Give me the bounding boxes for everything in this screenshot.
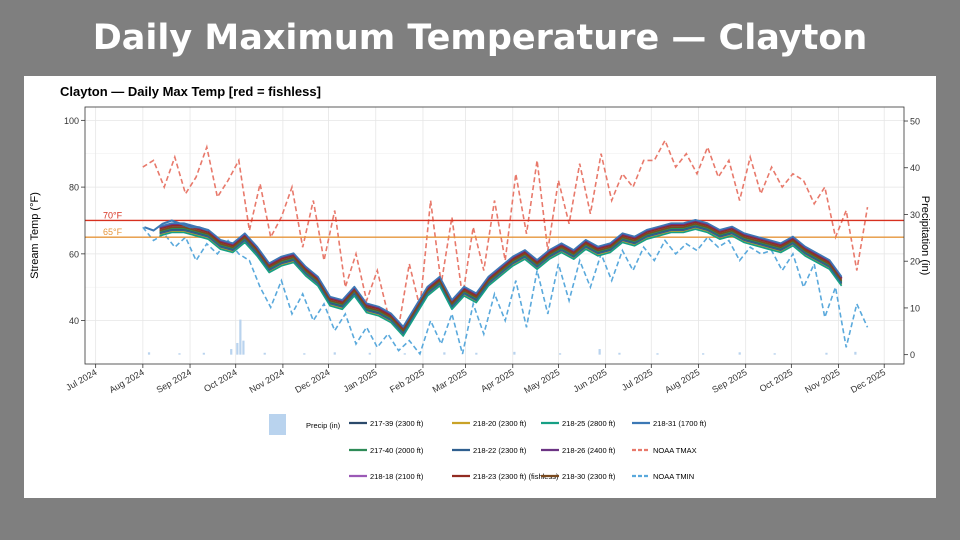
precip-bar bbox=[333, 352, 336, 355]
stream-layer bbox=[144, 219, 843, 337]
precip-bar bbox=[558, 353, 562, 355]
precip-bar bbox=[202, 352, 205, 355]
y-tick-label: 100 bbox=[64, 116, 79, 126]
precip-bar bbox=[825, 352, 828, 355]
precip-bar bbox=[738, 352, 741, 355]
stream-line bbox=[159, 223, 843, 332]
legend-label: 218-30 (2300 ft) bbox=[562, 472, 616, 481]
legend-label: 218-31 (1700 ft) bbox=[653, 419, 707, 428]
threshold-label: 70°F bbox=[103, 210, 123, 220]
x-tick-label: Apr 2025 bbox=[479, 367, 516, 394]
legend-label: Precip (in) bbox=[306, 421, 341, 430]
legend-swatch-precip bbox=[269, 414, 286, 435]
precip-bar bbox=[475, 352, 478, 355]
stream-line bbox=[159, 226, 843, 335]
legend-layer: Precip (in) 217-39 (2300 ft) 217-40 (2000 … bbox=[269, 414, 707, 481]
precip-bar bbox=[513, 351, 516, 355]
x-tick-label: Oct 2024 bbox=[202, 367, 239, 394]
stream-line bbox=[159, 224, 843, 333]
x-tick-label: Jan 2025 bbox=[342, 367, 379, 394]
x-tick-label: Feb 2025 bbox=[388, 367, 426, 395]
temperature-chart: 70°F 65°F 40 60 80 100 0 10 20 30 40 50 Jul 2024 Aug… bbox=[29, 106, 931, 481]
x-tick-label: Oct 2025 bbox=[758, 367, 795, 394]
precip-bar bbox=[178, 353, 181, 355]
legend-label: 218-22 (2300 ft) bbox=[473, 446, 527, 455]
y2-tick-label: 30 bbox=[910, 210, 920, 220]
y-tick-label: 40 bbox=[69, 316, 79, 326]
legend-label: 218-26 (2400 ft) bbox=[562, 446, 616, 455]
stream-line-solo bbox=[144, 219, 209, 232]
precip-bar bbox=[656, 353, 659, 355]
x-tick-label: Jul 2024 bbox=[64, 367, 98, 393]
precip-bar bbox=[236, 342, 239, 355]
legend-label: 218-18 (2100 ft) bbox=[370, 472, 424, 481]
x-tick-label: Aug 2025 bbox=[663, 367, 701, 395]
y2-tick-label: 40 bbox=[910, 163, 920, 173]
precip-bar bbox=[230, 349, 233, 355]
legend-label: 217-39 (2300 ft) bbox=[370, 419, 424, 428]
x-tick-label: Dec 2024 bbox=[293, 367, 331, 395]
x-tick-label: Sep 2025 bbox=[710, 367, 748, 395]
chart-panel: 70°F 65°F 40 60 80 100 0 10 20 30 40 50 Jul 2024 Aug… bbox=[24, 76, 936, 498]
stream-line bbox=[159, 225, 843, 334]
y-tick-label: 80 bbox=[69, 183, 79, 193]
precip-bar bbox=[303, 353, 306, 355]
y2-tick-label: 10 bbox=[910, 303, 920, 313]
x-tick-label: Sep 2024 bbox=[155, 367, 193, 395]
precip-bar bbox=[239, 319, 242, 355]
precip-bar bbox=[403, 353, 406, 355]
chart-title: Clayton — Daily Max Temp [red = fishless… bbox=[60, 84, 321, 99]
y-axis-label: Stream Temp (°F) bbox=[29, 192, 41, 279]
legend-label: NOAA TMIN bbox=[653, 472, 694, 481]
precip-bar bbox=[773, 353, 776, 355]
y2-axis-label: Precipitation (in) bbox=[919, 196, 931, 275]
precip-bar bbox=[242, 340, 245, 355]
precip-bar bbox=[147, 352, 151, 355]
x-tick-label: May 2025 bbox=[522, 367, 561, 395]
y-tick-label: 60 bbox=[69, 249, 79, 259]
slide-title: Daily Maximum Temperature — Clayton bbox=[92, 18, 868, 58]
precip-bar bbox=[702, 353, 705, 355]
precip-bar bbox=[368, 352, 371, 355]
x-tick-label: Jun 2025 bbox=[572, 367, 609, 394]
legend-label: NOAA TMAX bbox=[653, 446, 697, 455]
noaa-layer bbox=[142, 138, 869, 356]
y2-tick-label: 20 bbox=[910, 257, 920, 267]
stream-line bbox=[159, 219, 843, 328]
x-tick-label: Jul 2025 bbox=[620, 367, 654, 393]
precip-bar bbox=[598, 349, 601, 355]
threshold-layer: 70°F 65°F bbox=[85, 210, 904, 238]
x-tick-label: Nov 2025 bbox=[803, 367, 841, 395]
stream-line bbox=[159, 227, 843, 336]
legend-label: 218-20 (2300 ft) bbox=[473, 419, 527, 428]
axis-layer: 40 60 80 100 0 10 20 30 40 50 Jul 2024 Aug 2024 Sep … bbox=[29, 106, 931, 395]
stream-line bbox=[159, 228, 843, 337]
precip-layer bbox=[147, 319, 857, 355]
precip-bar bbox=[443, 352, 446, 355]
legend-label: 217-40 (2000 ft) bbox=[370, 446, 424, 455]
noaa-tmax-line bbox=[142, 138, 869, 330]
y2-tick-label: 50 bbox=[910, 117, 920, 127]
legend-label: 218-25 (2800 ft) bbox=[562, 419, 616, 428]
y2-tick-label: 0 bbox=[910, 350, 915, 360]
x-tick-label: Aug 2024 bbox=[107, 367, 145, 395]
precip-bar bbox=[618, 352, 621, 355]
precip-bar bbox=[263, 352, 266, 355]
noaa-tmin-line bbox=[142, 226, 869, 356]
precip-bar bbox=[854, 351, 857, 355]
plot-frame bbox=[84, 106, 905, 365]
x-tick-label: Mar 2025 bbox=[431, 367, 469, 395]
legend-label: 218-23 (2300 ft) (fishless) bbox=[473, 472, 559, 481]
x-tick-label: Nov 2024 bbox=[248, 367, 286, 395]
x-tick-label: Dec 2025 bbox=[849, 367, 887, 395]
threshold-label: 65°F bbox=[103, 227, 123, 237]
